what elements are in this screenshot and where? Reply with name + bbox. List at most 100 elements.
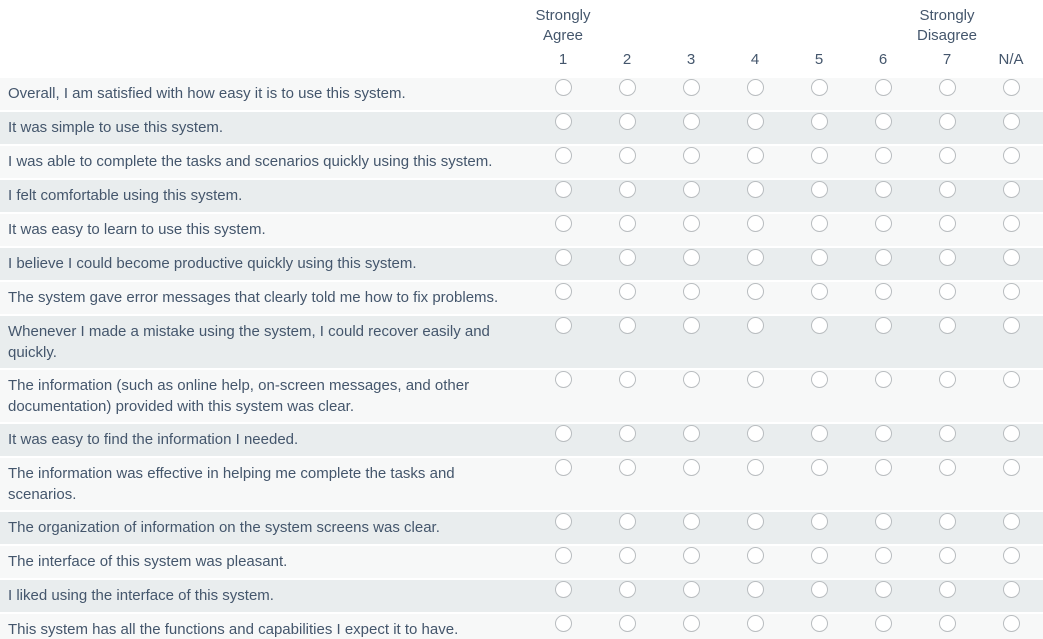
radio-option[interactable] bbox=[938, 459, 956, 476]
radio-option[interactable] bbox=[1002, 371, 1020, 388]
radio-option[interactable] bbox=[938, 181, 956, 198]
radio-option[interactable] bbox=[1002, 317, 1020, 334]
radio-option[interactable] bbox=[810, 513, 828, 530]
radio-option[interactable] bbox=[554, 425, 572, 442]
radio-option[interactable] bbox=[618, 79, 636, 96]
radio-option[interactable] bbox=[618, 113, 636, 130]
radio-option[interactable] bbox=[1002, 615, 1020, 632]
radio-option[interactable] bbox=[618, 513, 636, 530]
radio-option[interactable] bbox=[746, 615, 764, 632]
radio-option[interactable] bbox=[874, 459, 892, 476]
radio-option[interactable] bbox=[874, 147, 892, 164]
radio-option[interactable] bbox=[874, 249, 892, 266]
radio-option[interactable] bbox=[874, 581, 892, 598]
radio-option[interactable] bbox=[618, 147, 636, 164]
radio-option[interactable] bbox=[810, 113, 828, 130]
radio-option[interactable] bbox=[874, 113, 892, 130]
radio-option[interactable] bbox=[938, 283, 956, 300]
radio-option[interactable] bbox=[682, 615, 700, 632]
radio-option[interactable] bbox=[938, 317, 956, 334]
radio-option[interactable] bbox=[682, 283, 700, 300]
radio-option[interactable] bbox=[810, 317, 828, 334]
radio-option[interactable] bbox=[938, 371, 956, 388]
radio-option[interactable] bbox=[746, 371, 764, 388]
radio-option[interactable] bbox=[746, 513, 764, 530]
radio-option[interactable] bbox=[1002, 249, 1020, 266]
radio-option[interactable] bbox=[810, 283, 828, 300]
radio-option[interactable] bbox=[618, 459, 636, 476]
radio-option[interactable] bbox=[618, 317, 636, 334]
radio-option[interactable] bbox=[938, 615, 956, 632]
radio-option[interactable] bbox=[618, 425, 636, 442]
radio-option[interactable] bbox=[938, 425, 956, 442]
radio-option[interactable] bbox=[874, 181, 892, 198]
radio-option[interactable] bbox=[746, 249, 764, 266]
radio-option[interactable] bbox=[618, 249, 636, 266]
radio-option[interactable] bbox=[554, 113, 572, 130]
radio-option[interactable] bbox=[746, 425, 764, 442]
radio-option[interactable] bbox=[618, 215, 636, 232]
radio-option[interactable] bbox=[810, 215, 828, 232]
radio-option[interactable] bbox=[618, 581, 636, 598]
radio-option[interactable] bbox=[618, 547, 636, 564]
radio-option[interactable] bbox=[746, 147, 764, 164]
radio-option[interactable] bbox=[746, 581, 764, 598]
radio-option[interactable] bbox=[554, 371, 572, 388]
radio-option[interactable] bbox=[554, 547, 572, 564]
radio-option[interactable] bbox=[874, 283, 892, 300]
radio-option[interactable] bbox=[874, 79, 892, 96]
radio-option[interactable] bbox=[554, 317, 572, 334]
radio-option[interactable] bbox=[746, 181, 764, 198]
radio-option[interactable] bbox=[682, 513, 700, 530]
radio-option[interactable] bbox=[810, 547, 828, 564]
radio-option[interactable] bbox=[618, 283, 636, 300]
radio-option[interactable] bbox=[554, 283, 572, 300]
radio-option[interactable] bbox=[874, 371, 892, 388]
radio-option[interactable] bbox=[554, 79, 572, 96]
radio-option[interactable] bbox=[938, 113, 956, 130]
radio-option[interactable] bbox=[874, 513, 892, 530]
radio-option[interactable] bbox=[874, 317, 892, 334]
radio-option[interactable] bbox=[554, 459, 572, 476]
radio-option[interactable] bbox=[682, 215, 700, 232]
radio-option[interactable] bbox=[746, 113, 764, 130]
radio-option[interactable] bbox=[938, 547, 956, 564]
radio-option[interactable] bbox=[682, 371, 700, 388]
radio-option[interactable] bbox=[746, 547, 764, 564]
radio-option[interactable] bbox=[746, 317, 764, 334]
radio-option[interactable] bbox=[874, 615, 892, 632]
radio-option[interactable] bbox=[1002, 79, 1020, 96]
radio-option[interactable] bbox=[618, 181, 636, 198]
radio-option[interactable] bbox=[554, 215, 572, 232]
radio-option[interactable] bbox=[938, 513, 956, 530]
radio-option[interactable] bbox=[682, 581, 700, 598]
radio-option[interactable] bbox=[554, 513, 572, 530]
radio-option[interactable] bbox=[682, 113, 700, 130]
radio-option[interactable] bbox=[682, 147, 700, 164]
radio-option[interactable] bbox=[810, 425, 828, 442]
radio-option[interactable] bbox=[810, 615, 828, 632]
radio-option[interactable] bbox=[618, 615, 636, 632]
radio-option[interactable] bbox=[810, 147, 828, 164]
radio-option[interactable] bbox=[554, 581, 572, 598]
radio-option[interactable] bbox=[810, 249, 828, 266]
radio-option[interactable] bbox=[682, 181, 700, 198]
radio-option[interactable] bbox=[1002, 215, 1020, 232]
radio-option[interactable] bbox=[1002, 459, 1020, 476]
radio-option[interactable] bbox=[938, 581, 956, 598]
radio-option[interactable] bbox=[1002, 113, 1020, 130]
radio-option[interactable] bbox=[746, 79, 764, 96]
radio-option[interactable] bbox=[682, 79, 700, 96]
radio-option[interactable] bbox=[554, 615, 572, 632]
radio-option[interactable] bbox=[682, 317, 700, 334]
radio-option[interactable] bbox=[618, 371, 636, 388]
radio-option[interactable] bbox=[938, 215, 956, 232]
radio-option[interactable] bbox=[554, 181, 572, 198]
radio-option[interactable] bbox=[682, 425, 700, 442]
radio-option[interactable] bbox=[810, 79, 828, 96]
radio-option[interactable] bbox=[746, 283, 764, 300]
radio-option[interactable] bbox=[746, 215, 764, 232]
radio-option[interactable] bbox=[1002, 547, 1020, 564]
radio-option[interactable] bbox=[810, 181, 828, 198]
radio-option[interactable] bbox=[874, 215, 892, 232]
